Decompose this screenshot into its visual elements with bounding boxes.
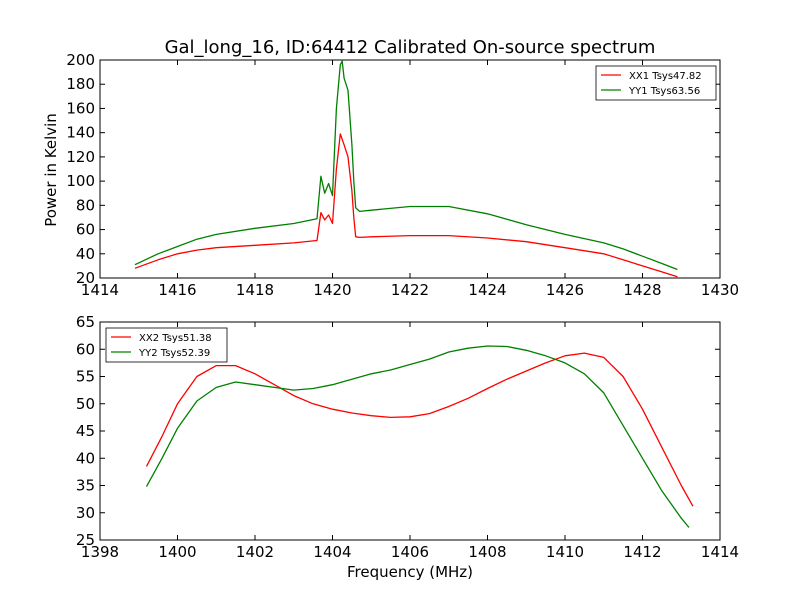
chart-1-plot-area: 1414 1416 1418 1420 1422 1424 1426 1428 1430 20 40… <box>66 51 739 299</box>
chart-2-x-tick-label: 1412 <box>623 543 661 561</box>
chart-2-legend-label-1: XX2 Tsys51.38 <box>139 333 212 344</box>
chart-2-plot-area: 1398 1400 1402 1404 1406 1408 1410 1412 1414 25 30… <box>76 313 739 561</box>
chart-1-series-line-1 <box>134 133 678 278</box>
chart-1-y-tick-label: 200 <box>66 51 95 69</box>
chart-2-x-tick-label: 1410 <box>546 543 584 561</box>
chart-1-legend-box <box>595 65 717 101</box>
chart-1-y-tick-label: 20 <box>76 269 95 287</box>
chart-1-y-tick-label: 60 <box>76 221 95 239</box>
chart-1-legend-label-1: XX1 Tsys47.82 <box>629 71 702 82</box>
chart-2-legend-box <box>105 327 228 363</box>
chart-1-title: Gal_long_16, ID:64412 Calibrated On-sour… <box>165 37 656 58</box>
chart-2-series-line-1 <box>145 352 694 507</box>
chart-2-y-tick-label: 45 <box>76 422 95 440</box>
chart-2-y-tick-label: 65 <box>76 313 95 331</box>
chart-1-y-tick-label: 120 <box>66 148 95 166</box>
chart-1-x-tick-label: 1430 <box>701 281 739 299</box>
chart-1-x-tick-label: 1422 <box>391 281 429 299</box>
chart-1-legend-label-2: YY1 Tsys63.56 <box>628 86 700 97</box>
chart-2-y-tick-label: 25 <box>76 531 95 549</box>
chart-1-x-tick-label: 1426 <box>546 281 584 299</box>
chart-1-y-tick-label: 40 <box>76 245 95 263</box>
chart-1-y-tick-label: 100 <box>66 172 95 190</box>
chart-1-x-tick-label: 1428 <box>623 281 661 299</box>
chart-2-x-tick-label: 1398 <box>81 543 119 561</box>
chart-2-x-tick-label: 1400 <box>158 543 196 561</box>
chart-2-y-tick-label: 60 <box>76 340 95 358</box>
chart-1-legend: XX1 Tsys47.82 YY1 Tsys63.56 <box>595 65 717 101</box>
chart-2-x-tick-label: 1408 <box>468 543 506 561</box>
chart-2-legend-label-2: YY2 Tsys52.39 <box>138 348 210 359</box>
chart-1-x-tick-label: 1414 <box>81 281 119 299</box>
chart-2-xlabel: Frequency (MHz) <box>347 563 473 581</box>
chart-2-series-line-2 <box>145 345 690 528</box>
chart-1-x-tick-label: 1420 <box>313 281 351 299</box>
chart-2-y-tick-label: 40 <box>76 449 95 467</box>
chart-1-y-tick-label: 80 <box>76 196 95 214</box>
chart-2-x-tick-label: 1402 <box>236 543 274 561</box>
chart-2-legend: XX2 Tsys51.38 YY2 Tsys52.39 <box>105 327 228 363</box>
chart-1-series-line-2 <box>134 60 678 271</box>
chart-2-x-tick-label: 1414 <box>701 543 739 561</box>
chart-1-y-tick-label: 180 <box>66 75 95 93</box>
chart-2-y-tick-label: 30 <box>76 504 95 522</box>
chart-1-y-tick-label: 160 <box>66 99 95 117</box>
chart-1-x-tick-label: 1424 <box>468 281 506 299</box>
chart-2-y-tick-label: 35 <box>76 477 95 495</box>
chart-1-y-tick-label: 140 <box>66 124 95 142</box>
chart-2-y-tick-label: 55 <box>76 368 95 386</box>
chart-1-ylabel: Power in Kelvin <box>42 113 60 227</box>
chart-1-x-tick-label: 1418 <box>236 281 274 299</box>
chart-2-y-tick-label: 50 <box>76 395 95 413</box>
chart-1-x-tick-label: 1416 <box>158 281 196 299</box>
chart-2-x-tick-label: 1404 <box>313 543 351 561</box>
chart-2-x-tick-label: 1406 <box>391 543 429 561</box>
